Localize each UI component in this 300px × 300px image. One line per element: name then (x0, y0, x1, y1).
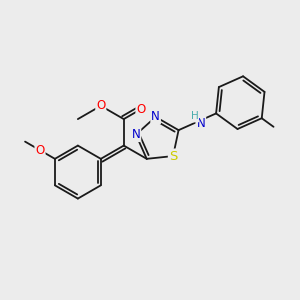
Text: O: O (35, 144, 45, 157)
Text: N: N (151, 110, 160, 123)
Text: N: N (196, 117, 205, 130)
Text: N: N (132, 128, 140, 141)
Text: H: H (190, 112, 198, 122)
Text: O: O (96, 99, 105, 112)
Text: S: S (169, 150, 177, 163)
Text: O: O (136, 103, 146, 116)
